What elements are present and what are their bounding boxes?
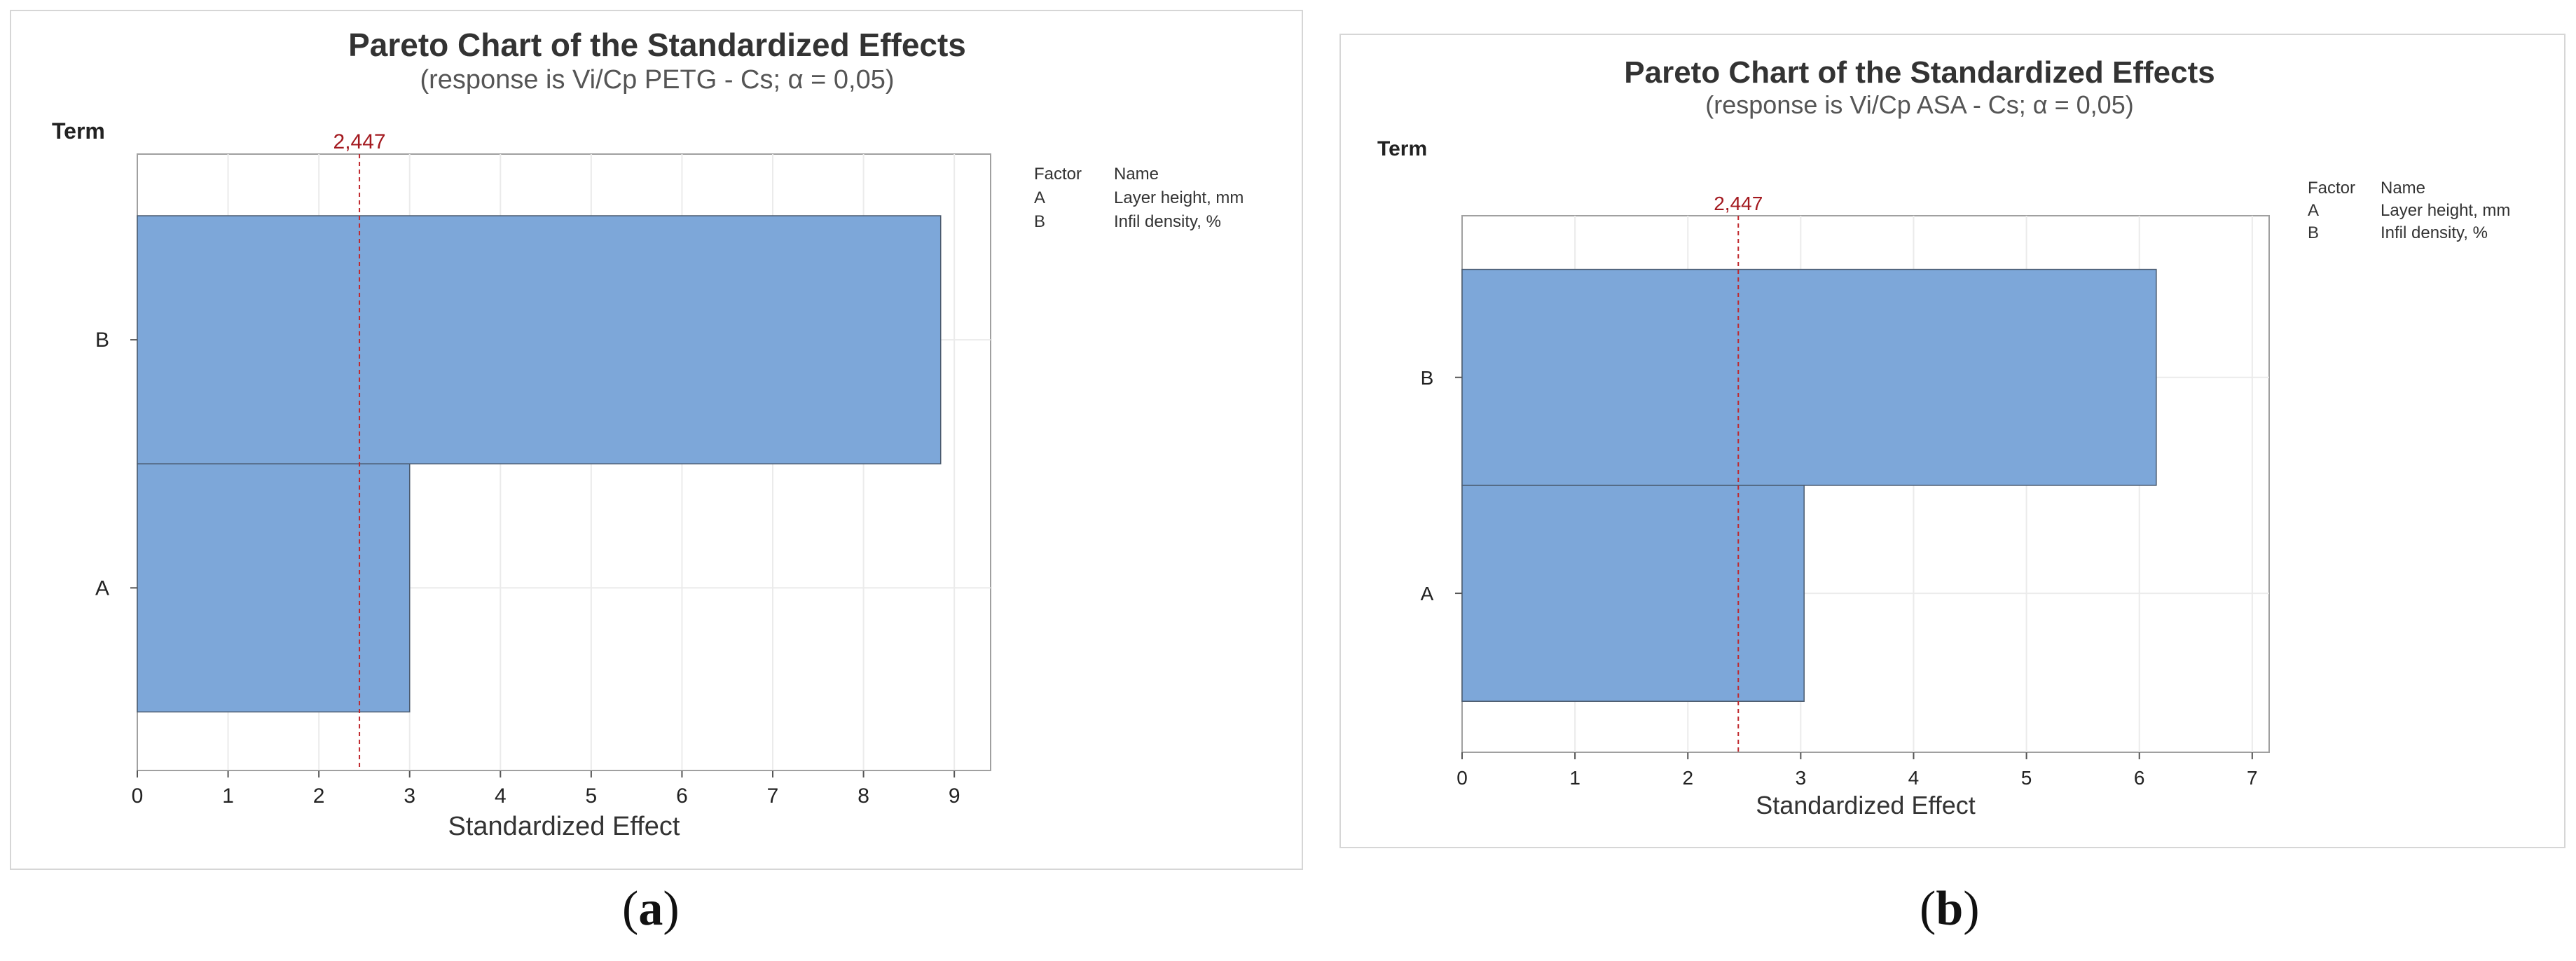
chart-subtitle: (response is Vi/Cp ASA - Cs; α = 0,05): [1705, 90, 2133, 119]
pareto-chart-a: Pareto Chart of the Standardized Effects…: [10, 10, 1303, 870]
reference-line-label: 2,447: [1714, 193, 1763, 214]
legend-factor-A: A: [1034, 188, 1045, 207]
pareto-chart-b: Pareto Chart of the Standardized Effects…: [1339, 34, 2565, 848]
x-tick-label: 1: [1569, 767, 1580, 789]
x-tick-label: 0: [1456, 767, 1468, 789]
x-tick-label: 1: [222, 784, 234, 808]
x-tick-label: 3: [404, 784, 415, 808]
legend-factor-B: B: [1034, 212, 1045, 231]
x-tick-label: 2: [1682, 767, 1693, 789]
x-tick-label: 3: [1796, 767, 1807, 789]
legend-header-factor: Factor: [2308, 179, 2355, 198]
chart-title: Pareto Chart of the Standardized Effects: [1624, 55, 2215, 90]
chart-title: Pareto Chart of the Standardized Effects: [348, 27, 966, 63]
legend-factor-A: A: [2308, 201, 2319, 220]
category-label-B: B: [1421, 367, 1434, 389]
x-tick-label: 4: [1908, 767, 1920, 789]
x-tick-label: 2: [313, 784, 325, 808]
caption-a: (a): [622, 882, 680, 936]
legend-header-name: Name: [1114, 165, 1159, 184]
reference-line-label: 2,447: [333, 130, 386, 153]
legend-header-name: Name: [2381, 179, 2425, 198]
chart-b-svg: Pareto Chart of the Standardized Effects…: [1339, 34, 2565, 848]
category-label-A: A: [95, 576, 109, 600]
category-label-B: B: [95, 329, 109, 352]
legend-factor-B: B: [2308, 223, 2319, 242]
x-tick-label: 6: [2134, 767, 2145, 789]
x-tick-label: 5: [2021, 767, 2032, 789]
term-axis-label: Term: [1377, 137, 1427, 160]
legend-name-A: Layer height, mm: [1114, 188, 1244, 207]
x-axis-label: Standardized Effect: [448, 812, 680, 841]
chart-subtitle: (response is Vi/Cp PETG - Cs; α = 0,05): [420, 65, 894, 95]
chart-a-svg: Pareto Chart of the Standardized Effects…: [10, 10, 1303, 870]
term-axis-label: Term: [52, 118, 105, 144]
bar-A: [137, 463, 411, 713]
bar-B: [1461, 268, 2157, 486]
legend-name-B: Infil density, %: [1114, 212, 1221, 231]
category-label-A: A: [1421, 583, 1434, 604]
bar-A: [1461, 485, 1805, 702]
x-tick-label: 0: [132, 784, 144, 808]
bar-B: [137, 215, 942, 464]
x-tick-label: 7: [767, 784, 779, 808]
caption-b-letter: b: [1936, 882, 1964, 936]
legend-name-A: Layer height, mm: [2381, 201, 2510, 220]
x-tick-label: 8: [857, 784, 869, 808]
cropped-text-strip: [0, 0, 2576, 10]
x-tick-label: 9: [949, 784, 960, 808]
caption-a-letter: a: [638, 882, 663, 936]
x-tick-label: 5: [586, 784, 598, 808]
caption-b: (b): [1920, 882, 1980, 936]
legend-name-B: Infil density, %: [2381, 223, 2488, 242]
x-tick-label: 7: [2247, 767, 2258, 789]
x-tick-label: 6: [676, 784, 688, 808]
x-axis-label: Standardized Effect: [1756, 791, 1976, 820]
legend-header-factor: Factor: [1034, 165, 1082, 184]
x-tick-label: 4: [495, 784, 507, 808]
